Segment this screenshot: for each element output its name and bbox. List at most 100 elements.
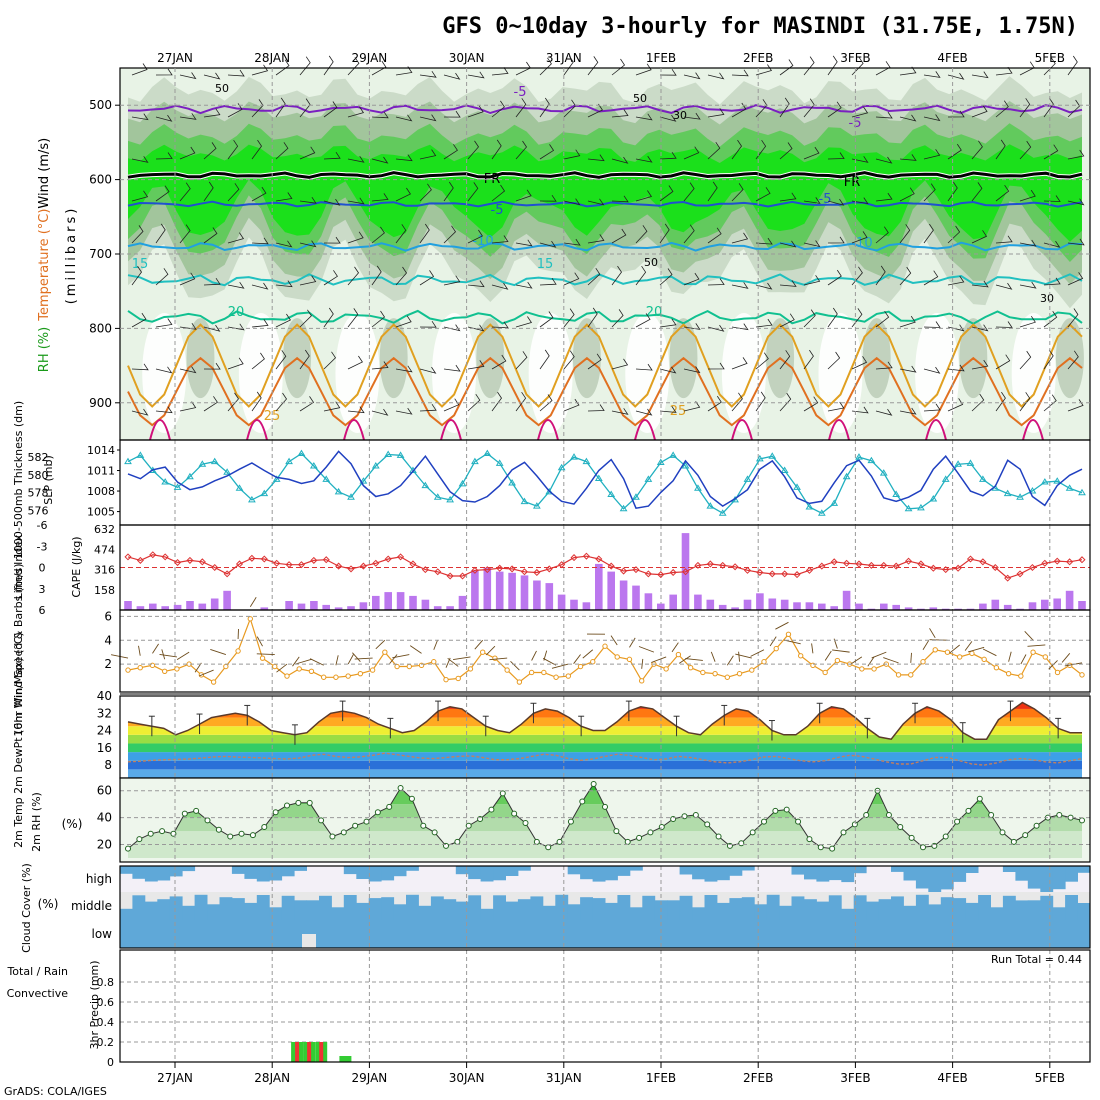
rh-point (374, 809, 381, 816)
date-bottom-29JAN: 29JAN (352, 1071, 388, 1085)
li-point (198, 558, 206, 566)
wind-barb (683, 366, 701, 374)
wind-speed-point (700, 669, 706, 676)
li-point (905, 557, 913, 565)
rh-point (386, 803, 393, 810)
pressure-label-700: 700 (89, 247, 112, 261)
wind-barb (635, 113, 653, 121)
cape-bar (433, 606, 442, 610)
cloud-middle-bar (120, 908, 133, 920)
wind-barb (276, 663, 288, 673)
cloud-high-bar (928, 866, 942, 892)
rh-point (908, 834, 915, 841)
cape-bar (483, 567, 492, 610)
cloud-middle-bar (207, 904, 220, 920)
rh-point (499, 790, 506, 797)
cloud-middle-bar (1052, 907, 1066, 920)
rh-point (795, 818, 802, 825)
wind-barb (467, 360, 485, 370)
wind-barb (371, 156, 389, 164)
wind-barb (875, 408, 893, 416)
thickness-point (1003, 489, 1012, 497)
wind-barb (203, 324, 221, 332)
wind-barb (179, 146, 196, 160)
rh-label-3: 50 (644, 256, 658, 269)
wind-barb (453, 656, 471, 661)
li-point (570, 554, 578, 562)
wind-barb (551, 663, 569, 669)
wind-barb (659, 406, 677, 413)
li-point (843, 559, 851, 567)
wind-barb (875, 156, 893, 164)
cape-bar (706, 599, 715, 610)
rh-point (1010, 838, 1017, 845)
date-top-1FEB: 1FEB (646, 51, 676, 65)
cape-bar (595, 563, 603, 610)
precip-tick-0.6: 0.6 (97, 996, 115, 1009)
thickness-point (755, 454, 764, 462)
wind-barb (352, 652, 361, 662)
thickness-point (532, 502, 541, 509)
wind-barb (131, 113, 149, 121)
wind-barb (923, 114, 941, 122)
temp-tick-40: 40 (97, 689, 112, 703)
wind-barb (179, 72, 197, 80)
cloud-middle-bar (182, 905, 196, 920)
wind-barb (971, 182, 983, 202)
li-point (644, 570, 652, 578)
cloud-high-bar (1065, 866, 1078, 882)
wind-barb (1067, 350, 1079, 370)
cloud-middle-bar (965, 902, 979, 920)
wind-barb (899, 266, 912, 286)
wind-barb (947, 181, 958, 202)
wind-barb (491, 235, 509, 244)
wind-speed-point (736, 670, 743, 677)
wind-barb (899, 224, 911, 244)
isotherm-label-8: FR (844, 175, 861, 190)
thickness-point (347, 493, 355, 500)
li-point (991, 563, 999, 572)
isotherm-minus5 (127, 200, 1083, 208)
isotherm-35 (634, 419, 656, 441)
wind-barb (371, 265, 382, 286)
wind-barb (587, 103, 603, 118)
wind-speed-point (455, 675, 461, 682)
date-top-3FEB: 3FEB (840, 51, 870, 65)
wind-barb (131, 63, 148, 76)
wind-barb (275, 313, 291, 328)
wind-barb (779, 392, 792, 412)
wind-barb (371, 310, 386, 328)
cloud-high-bar (791, 866, 805, 875)
cape-bar (669, 594, 677, 610)
temp-ylabel: 2m Temp 2m DewPt (6hr Min/Max) (°C) (12, 632, 25, 848)
li-point (285, 561, 293, 569)
wind-speed-point (712, 670, 718, 677)
wind-speed-point (602, 643, 608, 649)
cape-bar (731, 607, 739, 610)
isotherm-label-13: 25 (670, 404, 687, 419)
cloud-high-bar (828, 866, 842, 881)
cloud-middle-bar (741, 897, 755, 920)
wind-barb (395, 224, 407, 244)
wind-barb (299, 309, 312, 328)
wind-barb (683, 72, 701, 80)
wind-barb (467, 105, 484, 118)
cloud-high-bar (679, 866, 693, 875)
date-top-27JAN: 27JAN (157, 51, 193, 65)
wind-barb (179, 224, 191, 244)
rh-point (533, 838, 540, 845)
cloud-middle-bar (716, 902, 730, 920)
date-bottom-1FEB: 1FEB (646, 1071, 676, 1085)
temp-tick-24: 24 (97, 724, 112, 738)
wind-barb (419, 183, 432, 202)
wind-barb (203, 108, 221, 118)
wind-barb (803, 275, 821, 286)
cloud-high-bar (356, 866, 370, 879)
cloud-high-bar (891, 866, 904, 872)
date-bottom-31JAN: 31JAN (546, 1071, 582, 1085)
li-point (446, 572, 454, 580)
wind-speed-point (590, 659, 596, 665)
cloud-middle-bar (804, 899, 817, 920)
thickness-point (570, 453, 578, 460)
